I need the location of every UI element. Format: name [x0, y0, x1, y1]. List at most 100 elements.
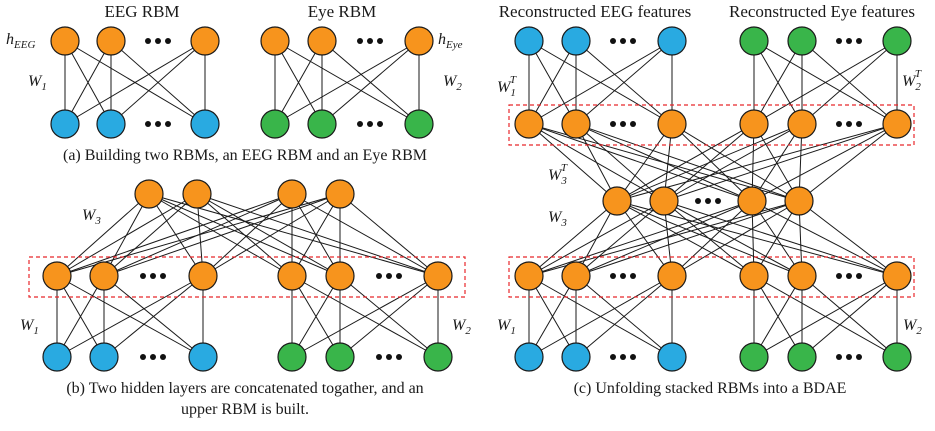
- eeg-hidden-a-node: [190, 26, 220, 56]
- w3t-c-edge: [751, 123, 898, 202]
- w1-a-edge: [110, 40, 206, 125]
- eeg-visible-b-ellipsis-dot: [140, 354, 146, 360]
- eye-hidden-b-node: [423, 261, 453, 291]
- eye-visible-b-node: [277, 342, 307, 372]
- shared-hidden-c-node: [737, 186, 767, 216]
- recon-eye-hidden-c-ellipsis-dot: [846, 121, 852, 127]
- w2-a-edge: [274, 40, 420, 125]
- eeg-rbm-title: EEG RBM: [104, 2, 179, 21]
- recon-eye-hidden-c-node: [739, 109, 769, 139]
- w3-c-edge: [671, 200, 800, 277]
- w3-b-edge: [196, 193, 439, 277]
- eeg-visible-b-ellipsis-dot: [160, 354, 166, 360]
- recon-eye-hidden-c-node: [787, 109, 817, 139]
- w3t-c-edge: [575, 123, 800, 202]
- eeg-hidden-a-node: [50, 26, 80, 56]
- recon-eye-visible-c-ellipsis-dot: [846, 38, 852, 44]
- w3-b-edge: [196, 193, 341, 277]
- eye-hidden-c-node: [787, 261, 817, 291]
- w3-c-edge: [663, 200, 755, 277]
- eye-hidden-a-node: [260, 26, 290, 56]
- recon-eeg-hidden-c-node: [561, 109, 591, 139]
- eeg-hidden-b-ellipsis-dot: [150, 273, 156, 279]
- eeg-visible-a-node: [50, 109, 80, 139]
- recon-eeg-title: Reconstructed EEG features: [499, 2, 692, 21]
- eeg-hidden-c-node: [514, 261, 544, 291]
- eeg-visible-a-ellipsis-dot: [145, 121, 151, 127]
- eeg-hidden-b-node: [188, 261, 218, 291]
- eeg-hidden-b-ellipsis-dot: [140, 273, 146, 279]
- recon-eye-visible-c-ellipsis-dot: [856, 38, 862, 44]
- eye-hidden-b-ellipsis-dot: [376, 273, 382, 279]
- h-eye-label: hEye: [438, 31, 463, 51]
- shared-hidden-c-ellipsis-dot: [705, 198, 711, 204]
- recon-eye-visible-c-node: [787, 26, 817, 56]
- eeg-hidden-a-node: [96, 26, 126, 56]
- eye-hidden-b-node: [325, 261, 355, 291]
- w3t-c-edge: [528, 123, 753, 202]
- w1-label-b: W1: [20, 317, 39, 337]
- eye-hidden-b-ellipsis-dot: [396, 273, 402, 279]
- eye-hidden-c-node: [739, 261, 769, 291]
- w2t-c-edge: [753, 40, 898, 125]
- eye-visible-a-node: [260, 109, 290, 139]
- w3-c-edge: [528, 200, 753, 277]
- recon-eye-hidden-c-ellipsis-dot: [836, 121, 842, 127]
- eeg-visible-c-node: [561, 342, 591, 372]
- eye-hidden-c-ellipsis-dot: [836, 273, 842, 279]
- w2-c-edge: [753, 275, 898, 358]
- w3-b-edge: [202, 193, 293, 277]
- recon-eye-hidden-c-ellipsis-dot: [856, 121, 862, 127]
- w3-b-edge: [202, 193, 341, 277]
- eeg-hidden-a-ellipsis-dot: [155, 38, 161, 44]
- eye-visible-a-ellipsis-dot: [357, 121, 363, 127]
- concat-box-c-bottom: [508, 256, 915, 298]
- eye-visible-c-node: [739, 342, 769, 372]
- w2t-c-edge: [753, 40, 803, 125]
- eeg-visible-a-ellipsis-dot: [155, 121, 161, 127]
- w3-b-edge: [291, 193, 341, 277]
- eye-visible-b-node: [423, 342, 453, 372]
- eeg-visible-a-node: [96, 109, 126, 139]
- eye-visible-c-node: [787, 342, 817, 372]
- ellipsis-layer: [140, 38, 862, 360]
- w2-label-b: W2: [452, 317, 471, 337]
- eeg-hidden-c-ellipsis-dot: [620, 273, 626, 279]
- w3-c-edge: [616, 200, 755, 277]
- recon-eeg-visible-c-ellipsis-dot: [620, 38, 626, 44]
- w3-c-edge: [663, 200, 898, 277]
- h-eeg-label: hEEG: [6, 31, 35, 51]
- w3t-c-edge: [575, 123, 753, 202]
- w1t-c-edge: [528, 40, 577, 125]
- w2-label-a: W2: [443, 73, 462, 93]
- eeg-visible-b-node: [89, 342, 119, 372]
- w1-b-edge: [103, 275, 204, 358]
- eeg-visible-b-node: [42, 342, 72, 372]
- eeg-hidden-c-node: [657, 261, 687, 291]
- w1t-c-edge: [528, 40, 673, 125]
- w1-label-c: W1: [497, 317, 516, 337]
- w1t-c-edge: [575, 40, 673, 125]
- recon-eeg-hidden-c-node: [657, 109, 687, 139]
- w1-c-edge: [575, 275, 673, 358]
- eeg-visible-c-node: [514, 342, 544, 372]
- recon-eeg-visible-c-node: [514, 26, 544, 56]
- eeg-visible-c-ellipsis-dot: [610, 354, 616, 360]
- edges-layer: [56, 40, 898, 358]
- recon-eye-visible-c-ellipsis-dot: [836, 38, 842, 44]
- eye-hidden-a-ellipsis-dot: [367, 38, 373, 44]
- eeg-visible-b-node: [188, 342, 218, 372]
- w2-c-edge: [753, 275, 803, 358]
- eeg-hidden-b-ellipsis-dot: [160, 273, 166, 279]
- caption-b-line2: upper RBM is built.: [181, 401, 309, 418]
- w3-c-edge: [663, 200, 803, 277]
- w2t-label: W2T: [902, 68, 922, 93]
- eye-visible-a-node: [307, 109, 337, 139]
- w3-b-edge: [56, 193, 293, 277]
- w1-a-edge: [64, 40, 206, 125]
- w3t-c-edge: [751, 123, 803, 202]
- eye-hidden-b-ellipsis-dot: [386, 273, 392, 279]
- w3-label-c: W3: [548, 209, 567, 229]
- eye-hidden-a-ellipsis-dot: [357, 38, 363, 44]
- recon-eeg-hidden-c-ellipsis-dot: [630, 121, 636, 127]
